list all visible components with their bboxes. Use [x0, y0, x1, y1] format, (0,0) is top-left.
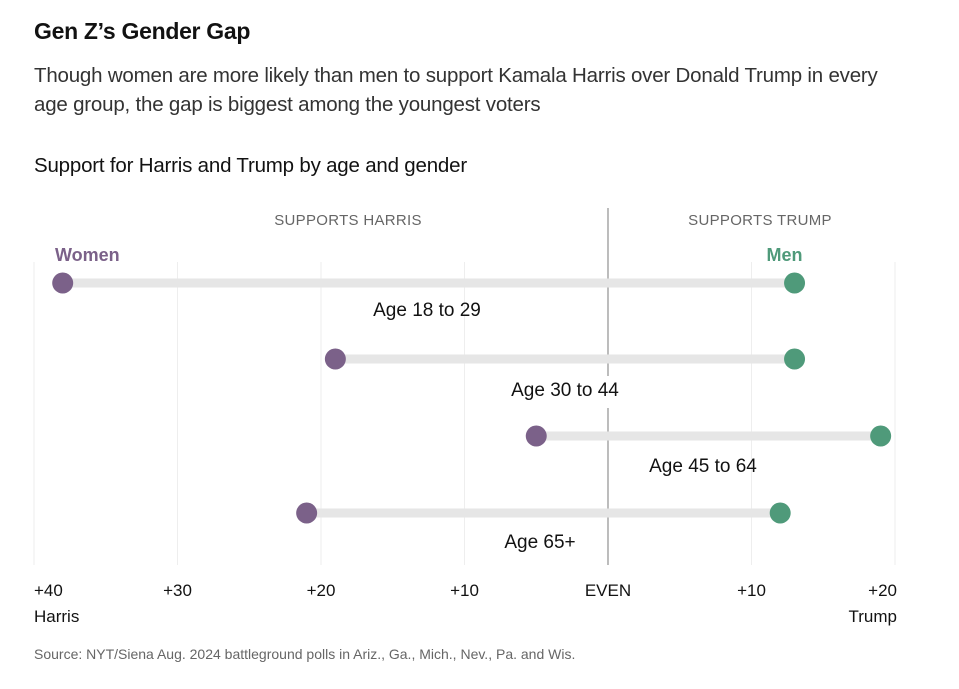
men-dot [870, 425, 892, 447]
men-dot [784, 272, 806, 294]
age-group-label: Age 65+ [504, 532, 575, 553]
x-axis-ticks: +40 Harris +30 +20 +10 EVEN +10 +20 Trump [34, 581, 897, 626]
women-dot [324, 348, 346, 370]
legend-men: Men [767, 245, 803, 265]
x-tick-label: +20 [307, 581, 336, 600]
x-tick-sublabel: Trump [849, 607, 898, 626]
men-dot [769, 502, 791, 524]
women-dot [52, 272, 74, 294]
source-note: Source: NYT/Siena Aug. 2024 battleground… [34, 646, 576, 662]
age-group-label: Age 30 to 44 [511, 380, 619, 401]
dumbbell-row: Age 30 to 44 [324, 348, 806, 401]
chart-heading: Gen Z’s Gender Gap [34, 18, 251, 44]
x-tick-label: +10 [450, 581, 479, 600]
dumbbell-rows: Age 18 to 29 Age 30 to 44 Age 45 to 64 Age … [52, 272, 892, 553]
x-tick-label: +30 [163, 581, 192, 600]
x-tick-label: +40 [34, 581, 63, 600]
supports-harris-label: SUPPORTS HARRIS [274, 212, 422, 229]
age-group-label: Age 45 to 64 [649, 456, 757, 477]
supports-trump-label: SUPPORTS TRUMP [688, 212, 832, 229]
chart-subtitle: Though women are more likely than men to… [34, 64, 878, 116]
men-dot [784, 348, 806, 370]
dumbbell-row: Age 45 to 64 [525, 425, 892, 477]
x-tick-label: +10 [737, 581, 766, 600]
dumbbell-chart: SUPPORTS HARRIS SUPPORTS TRUMP Women Men… [33, 208, 897, 626]
age-group-label: Age 18 to 29 [373, 300, 481, 321]
dumbbell-row: Age 18 to 29 [52, 272, 806, 321]
x-tick-label: +20 [868, 581, 897, 600]
legend-women: Women [55, 245, 120, 265]
chart-title: Support for Harris and Trump by age and … [34, 154, 467, 177]
x-tick-label: EVEN [585, 581, 631, 600]
dumbbell-row: Age 65+ [296, 502, 791, 553]
women-dot [525, 425, 547, 447]
women-dot [296, 502, 318, 524]
x-tick-sublabel: Harris [34, 607, 79, 626]
